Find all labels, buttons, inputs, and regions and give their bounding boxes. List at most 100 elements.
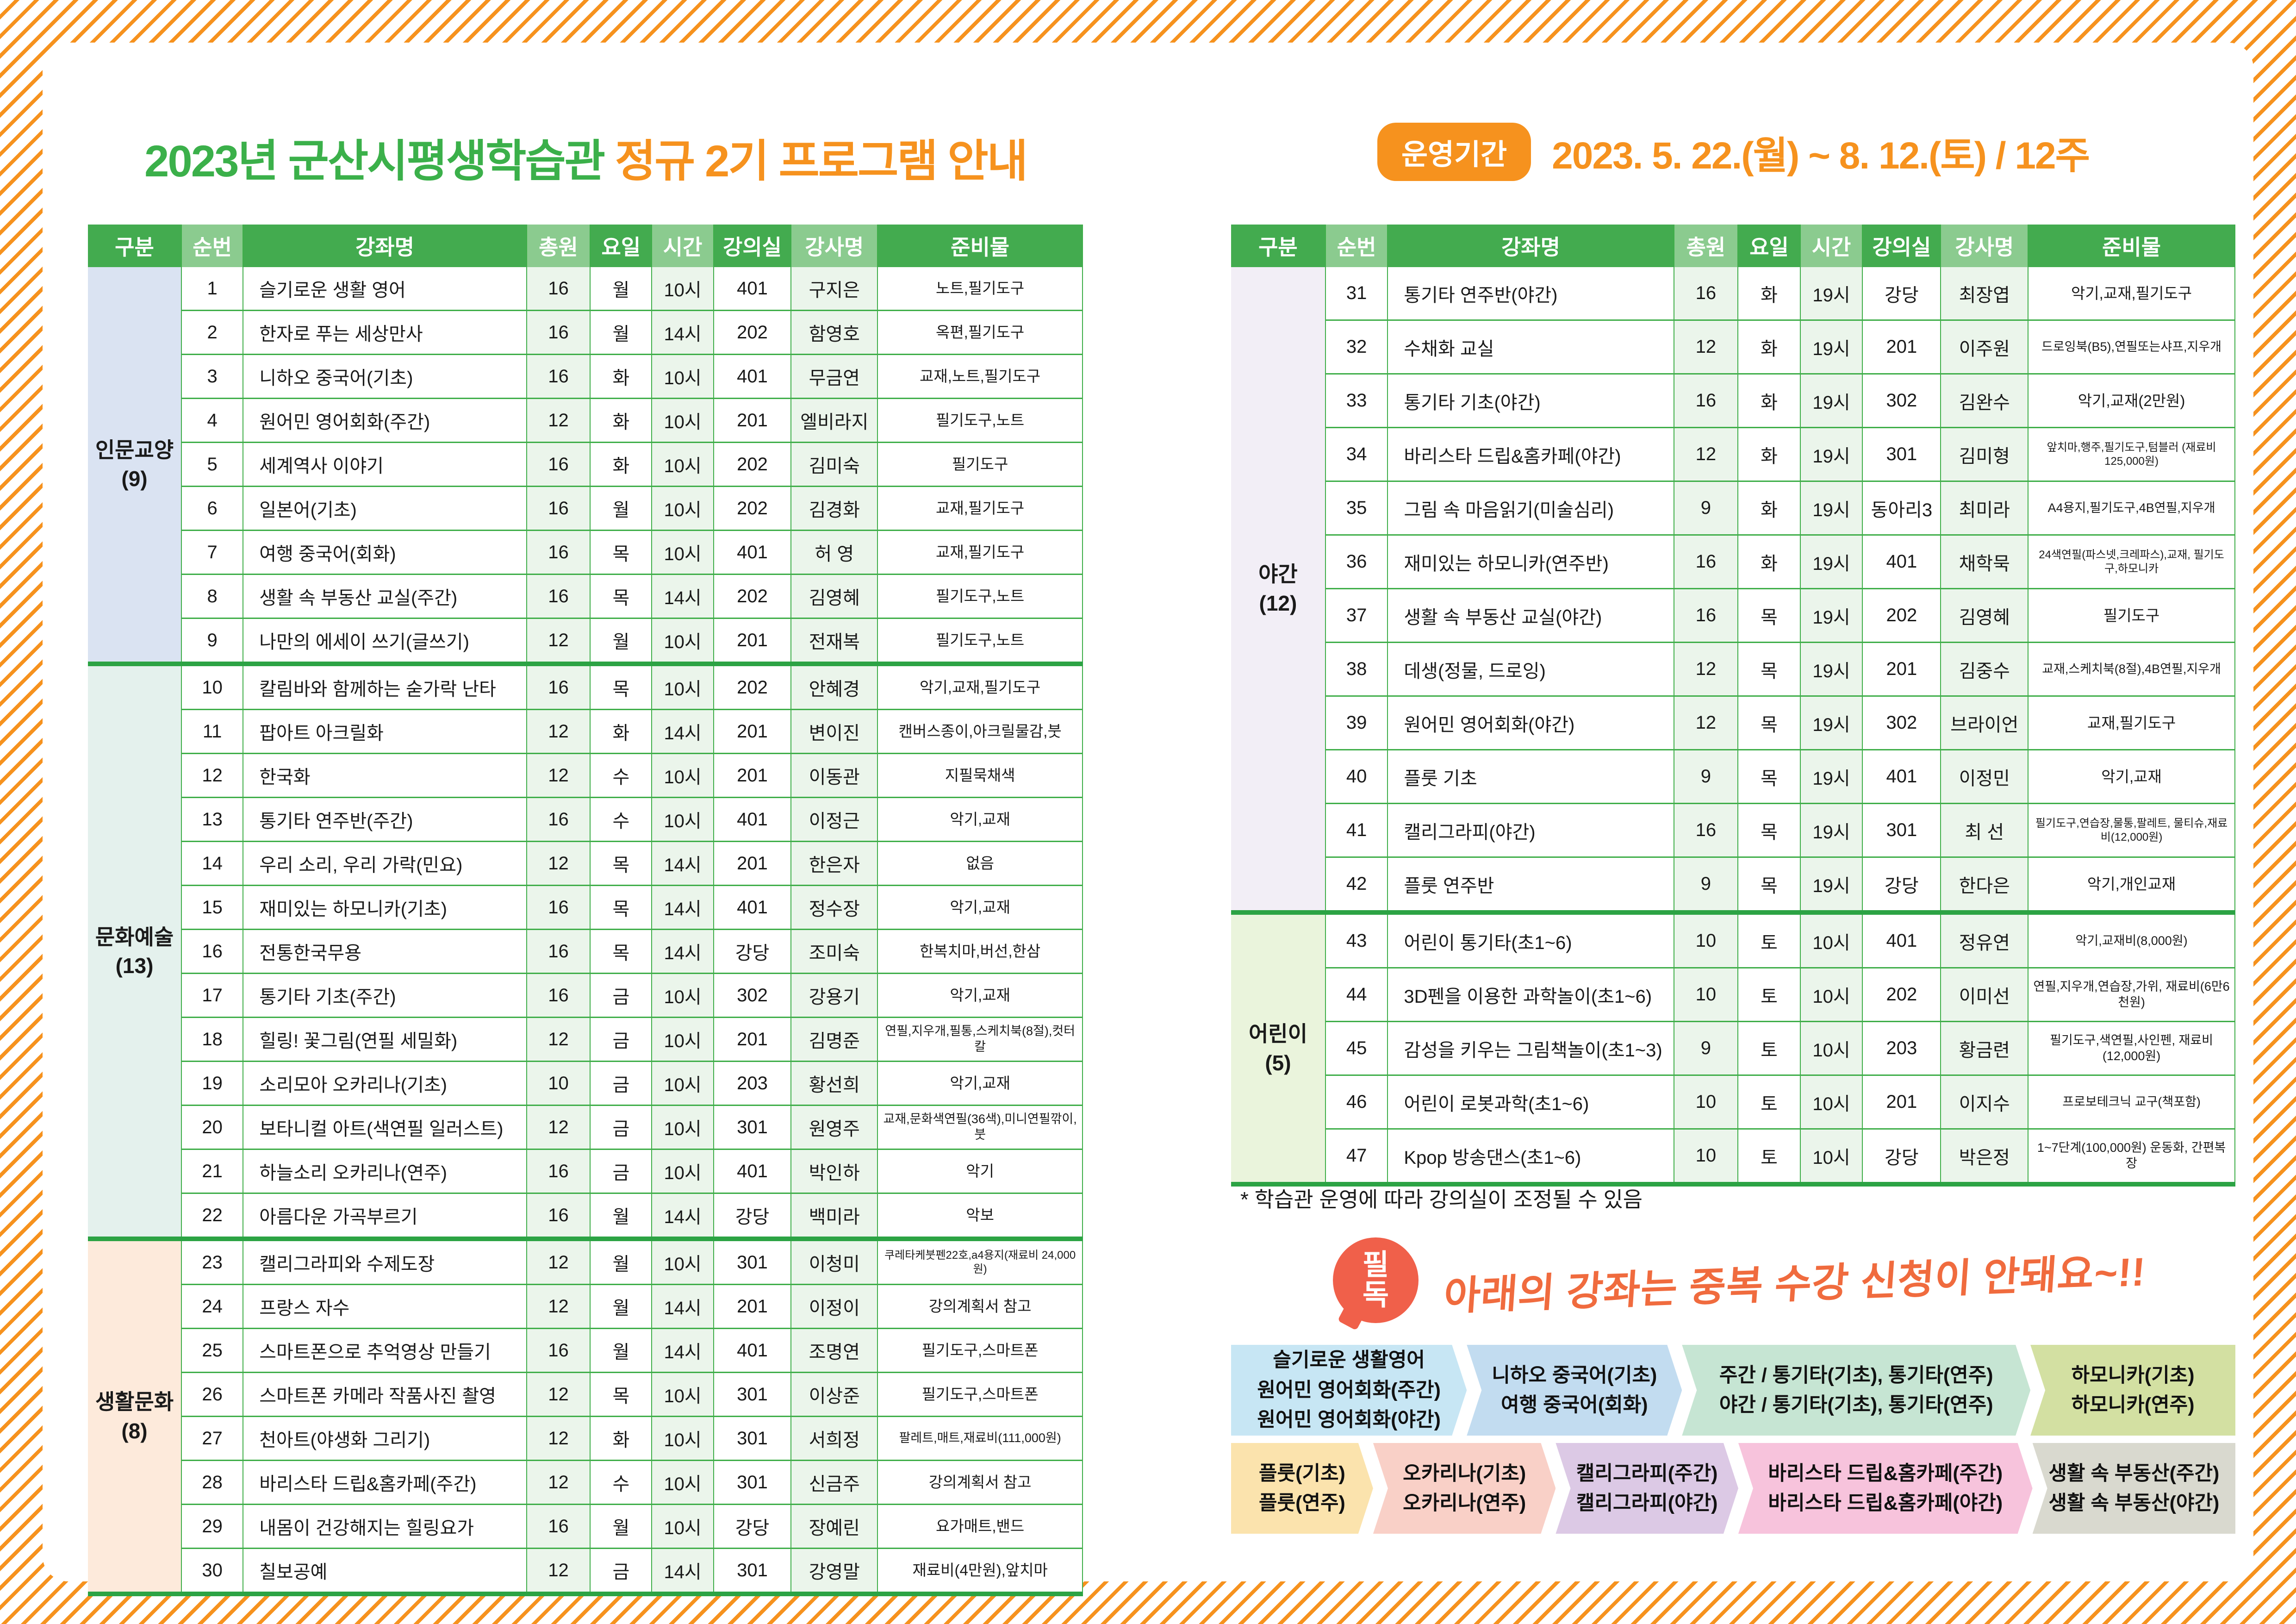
cell-materials: 악기,개인교재 bbox=[2028, 857, 2235, 913]
cell-room: 201 bbox=[713, 709, 792, 754]
cell-materials: 필기도구,스마트폰 bbox=[877, 1372, 1083, 1417]
cell-room: 201 bbox=[1862, 320, 1941, 375]
cell-teacher: 이주원 bbox=[1941, 320, 2029, 375]
cell-seq: 39 bbox=[1325, 696, 1388, 750]
cell-teacher: 최미라 bbox=[1941, 481, 2029, 536]
cell-seq: 37 bbox=[1325, 588, 1388, 643]
cell-name: 아름다운 가곡부르기 bbox=[243, 1193, 527, 1240]
cell-time: 10시 bbox=[652, 486, 714, 531]
cell-seq: 29 bbox=[181, 1504, 244, 1549]
cell-materials: 노트,필기도구 bbox=[877, 267, 1083, 311]
cell-day: 목 bbox=[590, 929, 653, 974]
cell-teacher: 변이진 bbox=[791, 709, 878, 754]
cell-time: 10시 bbox=[1800, 1075, 1863, 1130]
restriction-box: 오카리나(기초) 오카리나(연주) bbox=[1373, 1443, 1556, 1534]
table-row: 3 니하오 중국어(기초) 16 화 10시 401 무금연 교재,노트,필기도구 bbox=[88, 354, 1083, 399]
cell-materials: 강의계획서 참고 bbox=[877, 1284, 1083, 1329]
cell-name: 천아트(야생화 그리기) bbox=[243, 1416, 527, 1461]
cell-day: 화 bbox=[590, 442, 653, 487]
table-row: 인문교양 (9) 1 슬기로운 생활 영어 16 월 10시 401 구지은 노트,필기도구 bbox=[88, 267, 1083, 665]
cell-teacher: 이상준 bbox=[791, 1372, 878, 1417]
cell-time: 10시 bbox=[652, 797, 714, 842]
cell-day: 금 bbox=[590, 1149, 653, 1194]
cell-name: 전통한국무용 bbox=[243, 929, 527, 974]
cell-room: 202 bbox=[713, 662, 792, 710]
cell-teacher: 무금연 bbox=[791, 354, 878, 399]
cell-day: 목 bbox=[590, 1372, 653, 1417]
cell-seq: 18 bbox=[181, 1017, 244, 1062]
must-read-text: 아래의 강좌는 중복 수강 신청이 안돼요~!! bbox=[1442, 1249, 2147, 1319]
cell-time: 19시 bbox=[1800, 696, 1863, 750]
cell-room: 301 bbox=[1862, 803, 1941, 858]
cell-name: 데생(정물, 드로잉) bbox=[1388, 642, 1674, 697]
cell-seq: 7 bbox=[181, 530, 244, 575]
cell-time: 10시 bbox=[652, 973, 714, 1018]
cell-seq: 38 bbox=[1325, 642, 1388, 697]
cell-total: 16 bbox=[526, 442, 591, 487]
column-header: 구분 bbox=[88, 225, 182, 267]
restriction-box-line: 하모니카(기초) bbox=[2071, 1364, 2195, 1387]
cell-total: 12 bbox=[526, 1105, 591, 1150]
cell-teacher: 김영혜 bbox=[791, 574, 878, 619]
cell-materials: 캔버스종이,아크릴물감,붓 bbox=[877, 709, 1083, 754]
cell-name: 칼림바와 함께하는 숟가락 난타 bbox=[243, 662, 527, 710]
cell-teacher: 강영말 bbox=[791, 1548, 878, 1595]
cell-materials: 악기,교재 bbox=[2028, 750, 2235, 804]
cell-day: 화 bbox=[590, 354, 653, 399]
cell-time: 10시 bbox=[652, 1105, 714, 1150]
cell-room: 301 bbox=[713, 1237, 792, 1285]
cell-time: 14시 bbox=[652, 1328, 714, 1373]
restriction-box-line: 생활 속 부동산(주간) bbox=[2048, 1462, 2220, 1485]
cell-room: 401 bbox=[713, 354, 792, 399]
cell-materials: 교재,필기도구 bbox=[877, 486, 1083, 531]
cell-day: 토 bbox=[1738, 1075, 1801, 1130]
cell-time: 10시 bbox=[652, 442, 714, 487]
cell-materials: 쿠레타케붓펜22호,a4용지(재료비 24,000원) bbox=[877, 1237, 1083, 1285]
page-title: 2023년 군산시평생학습관 정규 2기 프로그램 안내 bbox=[88, 125, 1083, 189]
table-row: 생활문화 (8) 23 캘리그라피와 수제도장 12 월 10시 301 이청미 쿠레타케붓펜22… bbox=[88, 1237, 1083, 1595]
cell-total: 12 bbox=[526, 1548, 591, 1595]
cell-time: 10시 bbox=[652, 753, 714, 798]
cell-time: 14시 bbox=[652, 709, 714, 754]
cell-teacher: 전재복 bbox=[791, 618, 878, 665]
restriction-box-line: 플룻(기초) bbox=[1258, 1462, 1345, 1485]
cell-name: 하늘소리 오카리나(연주) bbox=[243, 1149, 527, 1194]
cell-name: 통기타 연주반(야간) bbox=[1388, 267, 1674, 321]
cell-materials: 강의계획서 참고 bbox=[877, 1460, 1083, 1505]
cell-day: 화 bbox=[1738, 320, 1801, 375]
cell-room: 302 bbox=[1862, 696, 1941, 750]
cell-day: 금 bbox=[590, 973, 653, 1018]
cell-total: 12 bbox=[526, 841, 591, 886]
table-row: 30 칠보공예 12 금 14시 301 강영말 재료비(4만원),앞치마 bbox=[88, 1548, 1083, 1595]
cell-day: 목 bbox=[1738, 750, 1801, 804]
cell-seq: 42 bbox=[1325, 857, 1388, 913]
cell-name: 칠보공예 bbox=[243, 1548, 527, 1595]
cell-seq: 34 bbox=[1325, 427, 1388, 482]
cell-materials: 교재,스케치북(8절),4B연필,지우개 bbox=[2028, 642, 2235, 697]
cell-name: 한자로 푸는 세상만사 bbox=[243, 310, 527, 355]
cell-teacher: 최 선 bbox=[1941, 803, 2029, 858]
cell-total: 10 bbox=[1674, 968, 1739, 1022]
cell-seq: 26 bbox=[181, 1372, 244, 1417]
table-row: 18 힐링! 꽃그림(연필 세밀화) 12 금 10시 201 김명준 연필,지우개,필통,스… bbox=[88, 1017, 1083, 1062]
table-row: 27 천아트(야생화 그리기) 12 화 10시 301 서희정 팔레트,매트,재료비(111… bbox=[88, 1416, 1083, 1461]
cell-day: 화 bbox=[1738, 267, 1801, 321]
duplicate-restriction-groups: 슬기로운 생활영어 원어민 영어회화(주간) 원어민 영어회화(야간) 니하오 중국어… bbox=[1231, 1345, 2236, 1534]
cell-day: 화 bbox=[590, 398, 653, 443]
restriction-row: 슬기로운 생활영어 원어민 영어회화(주간) 원어민 영어회화(야간) 니하오 중국어… bbox=[1231, 1345, 2235, 1436]
table-row: 6 일본어(기초) 16 월 10시 202 김경화 교재,필기도구 bbox=[88, 486, 1083, 531]
cell-time: 10시 bbox=[652, 1017, 714, 1062]
cell-materials: 악보 bbox=[877, 1193, 1083, 1240]
table-row: 19 소리모아 오카리나(기초) 10 금 10시 203 황선희 악기,교재 bbox=[88, 1061, 1083, 1106]
cell-total: 16 bbox=[526, 973, 591, 1018]
cell-day: 목 bbox=[1738, 588, 1801, 643]
cell-time: 10시 bbox=[652, 618, 714, 665]
table-row: 22 아름다운 가곡부르기 16 월 14시 강당 백미라 악보 bbox=[88, 1193, 1083, 1240]
cell-total: 10 bbox=[526, 1061, 591, 1106]
cell-room: 202 bbox=[1862, 588, 1941, 643]
cell-day: 수 bbox=[590, 797, 653, 842]
cell-total: 16 bbox=[526, 1328, 591, 1373]
restriction-box-line: 캘리그라피(주간) bbox=[1576, 1462, 1718, 1485]
evening-children-program-table: 구분 순번 강좌명 총원 요일 시간 강의실 강사명 준비물 야간 (12) 31 통기타 연주반(야간… bbox=[1231, 225, 2235, 1187]
cell-teacher: 서희정 bbox=[791, 1416, 878, 1461]
